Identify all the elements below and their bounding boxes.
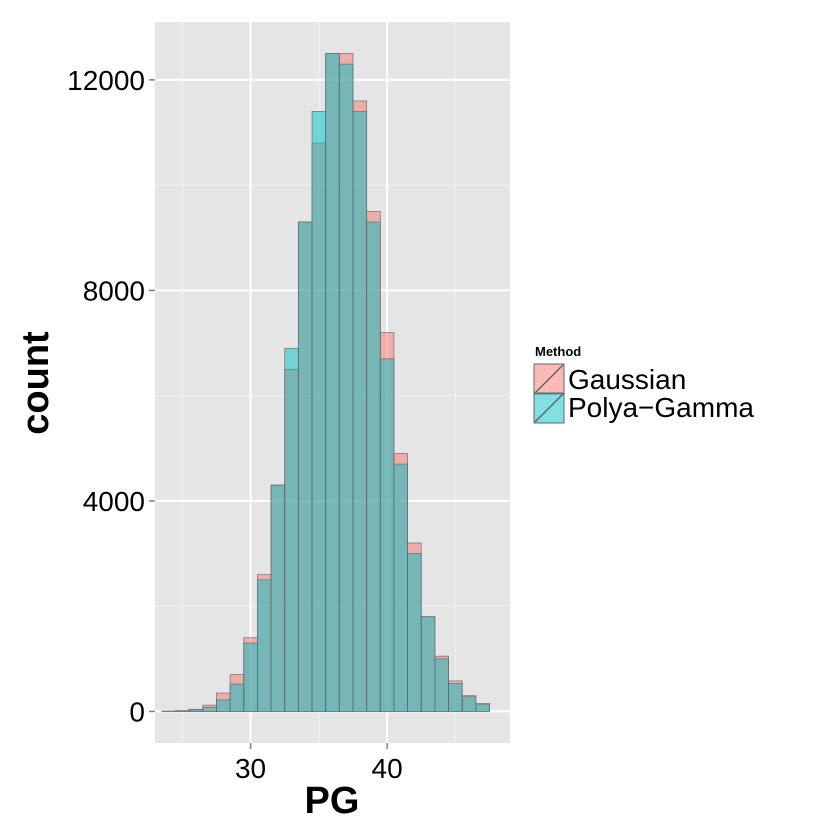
x-axis-ticks: 30 40 [235,743,403,784]
bar-polya-gamma [407,553,422,712]
bar-polya-gamma [434,658,449,712]
bar-polya-gamma [297,221,313,712]
bar-polya-gamma [216,699,231,712]
x-tick-label: 30 [235,753,266,784]
bar-polya-gamma [338,63,354,712]
x-tick-label: 40 [372,753,403,784]
y-tick-label: 4000 [83,486,145,517]
legend-item-polya-gamma: Polya−Gamma [533,392,754,424]
bar-polya-gamma [284,347,299,712]
bar-polya-gamma [311,111,327,712]
x-axis-title: PG [305,780,360,822]
legend-title: Method [535,344,581,359]
bar-polya-gamma [229,683,245,712]
polya-gamma-bars [161,53,490,712]
y-axis-ticks: 0 4000 8000 12000 [67,65,155,727]
legend-key-polya-gamma-slash [534,393,564,423]
legend-item-gaussian: Gaussian [533,363,686,395]
y-tick-label: 12000 [67,65,145,96]
y-tick-label: 8000 [83,275,145,306]
legend: Method Gaussian Polya−Gamma [533,344,754,424]
y-axis-title: count [15,331,57,435]
bar-polya-gamma [366,221,381,712]
legend-key-gaussian-slash [534,364,564,394]
bar-polya-gamma [352,111,368,712]
legend-label-gaussian: Gaussian [568,364,686,395]
bar-polya-gamma [270,484,286,712]
bar-polya-gamma [243,642,258,712]
bar-polya-gamma [420,616,436,712]
bar-polya-gamma [379,358,395,712]
bar-polya-gamma [448,683,463,712]
bar-polya-gamma [393,463,408,712]
bar-polya-gamma [257,579,272,712]
y-tick-label: 0 [129,696,145,727]
bar-polya-gamma [461,696,477,712]
bar-polya-gamma [202,706,217,712]
bar-polya-gamma [188,709,204,712]
bar-polya-gamma [175,710,190,712]
bar-polya-gamma [475,703,490,712]
bar-polya-gamma [325,53,340,712]
legend-label-polya-gamma: Polya−Gamma [568,392,754,423]
